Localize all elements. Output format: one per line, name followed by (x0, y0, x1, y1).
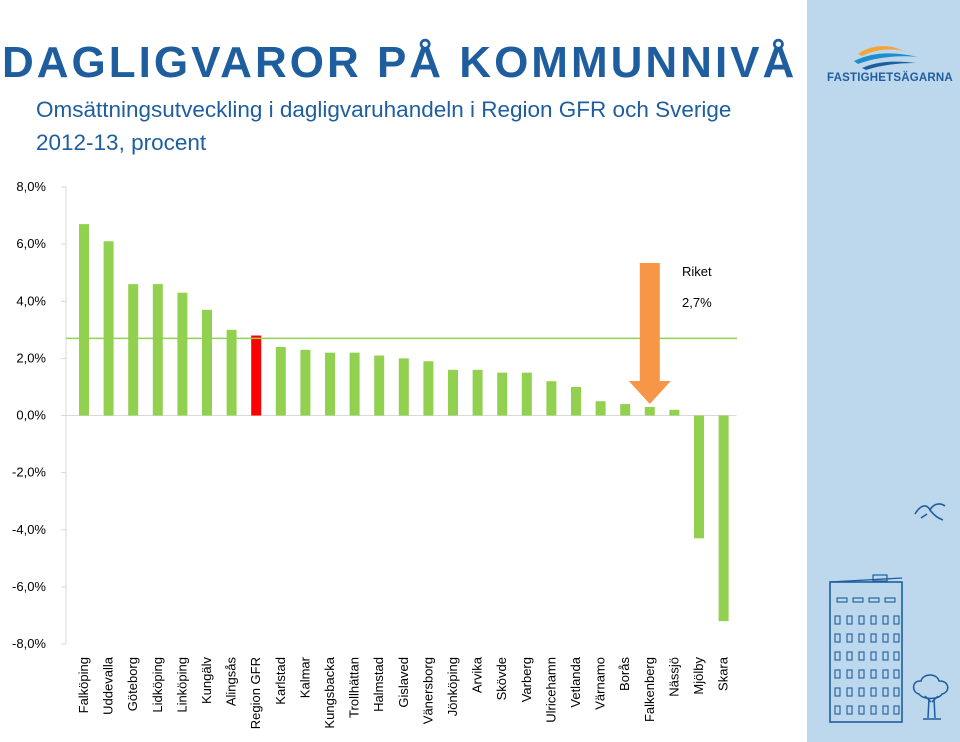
bar (620, 404, 631, 416)
x-tick-label: Linköping (174, 657, 189, 713)
x-tick-label: Uddevalla (101, 656, 116, 715)
building-icon (829, 574, 903, 723)
bar (177, 292, 188, 416)
reference-annotation: Riket 2,7% (66, 263, 737, 404)
bar (448, 369, 458, 416)
bar (325, 352, 335, 416)
y-tick-label: 2,0% (16, 350, 46, 365)
x-tick-label: Gislaved (396, 657, 411, 708)
y-tick-label: -2,0% (12, 465, 46, 480)
bar (128, 284, 139, 416)
x-tick-label: Trollhättan (347, 657, 362, 718)
bar (521, 372, 532, 416)
y-tick-label: 0,0% (16, 408, 46, 423)
page-title: DAGLIGVAROR PÅ KOMMUNNIVÅ (2, 38, 798, 87)
y-tick-label: -4,0% (12, 522, 46, 537)
bar (718, 415, 729, 622)
bar (152, 284, 163, 416)
x-tick-label: Jönköping (445, 657, 460, 716)
bar (103, 241, 114, 416)
bar (374, 355, 385, 416)
x-tick-label: Varberg (519, 657, 534, 702)
bar (226, 329, 237, 416)
x-tick-label: Region GFR (248, 657, 263, 729)
x-tick-label: Halmstad (371, 657, 386, 712)
bird-icon (914, 503, 946, 521)
bar (202, 309, 212, 416)
x-tick-label: Falkenberg (642, 657, 657, 722)
x-tick-label: Lidköping (150, 657, 165, 713)
x-tick-label: Kungsbacka (322, 656, 337, 728)
bar (472, 369, 483, 416)
x-tick-label: Alingsås (224, 657, 239, 707)
y-tick-label: 8,0% (16, 179, 46, 194)
x-tick-label: Vänersborg (420, 657, 435, 724)
x-tick-label: Arvika (470, 656, 485, 693)
arrow-icon (628, 263, 671, 404)
bar (398, 358, 409, 416)
bar (300, 349, 311, 416)
x-tick-label: Kalmar (297, 656, 312, 698)
x-tick-label: Skövde (494, 657, 509, 700)
bar-chart: 8,0% 6,0% 4,0% 2,0% 0,0% -2,0% -4,0% -6,0% -8,0%… (12, 179, 737, 729)
bar (669, 409, 680, 416)
x-axis-labels: Falköping Uddevalla Göteborg Lidköping Linkö… (76, 656, 731, 729)
x-tick-label: Kungälv (199, 657, 214, 704)
x-tick-label: Skara (716, 656, 731, 691)
bars (79, 224, 729, 622)
bar (349, 352, 360, 416)
y-tick-label: 6,0% (16, 236, 46, 251)
x-tick-label: Vetlanda (568, 656, 583, 707)
brand-name: FASTIGHETSÄGARNA (827, 72, 953, 84)
x-tick-label: Borås (617, 657, 632, 691)
tree-icon (912, 674, 949, 720)
bar (546, 381, 557, 416)
x-tick-label: Ulricehamn (543, 657, 558, 723)
reference-label: Riket (682, 264, 712, 279)
bar (251, 335, 262, 416)
bar (694, 415, 704, 539)
bar (571, 386, 581, 416)
x-tick-label: Göteborg (125, 657, 140, 711)
reference-value-label: 2,7% (682, 295, 712, 310)
y-axis: 8,0% 6,0% 4,0% 2,0% 0,0% -2,0% -4,0% -6,0% -8,0% (12, 179, 737, 651)
bar (644, 406, 655, 416)
x-tick-label: Mjölby (691, 657, 706, 695)
bar (423, 361, 434, 416)
x-tick-label: Falköping (76, 657, 91, 713)
bar (595, 401, 606, 416)
side-panel: FASTIGHETSÄGARNA (807, 0, 960, 742)
bar (497, 372, 508, 416)
bar (275, 346, 286, 416)
y-tick-label: -6,0% (12, 579, 46, 594)
wave-logo-icon (854, 46, 918, 70)
x-tick-label: Nässjö (666, 657, 681, 697)
y-tick-label: -8,0% (12, 636, 46, 651)
x-tick-label: Karlstad (273, 657, 288, 705)
x-tick-label: Värnamo (593, 657, 608, 710)
bar (79, 224, 89, 416)
chart-subtitle: Omsättningsutveckling i dagligvaruhandel… (36, 97, 732, 155)
y-tick-label: 4,0% (16, 293, 46, 308)
